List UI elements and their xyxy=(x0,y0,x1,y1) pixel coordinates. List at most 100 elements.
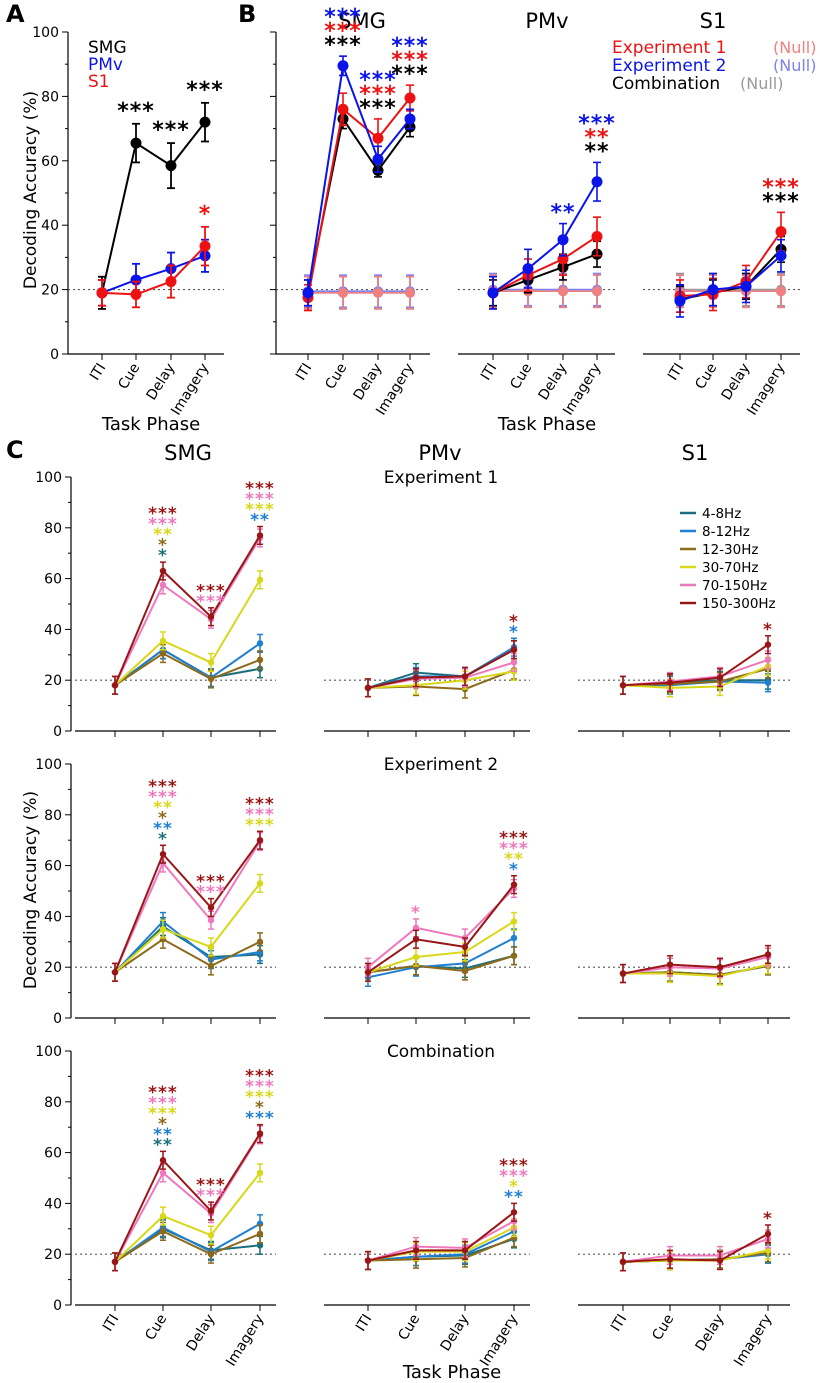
panel-b-s1-experiment-1-point xyxy=(775,226,787,238)
panel-c-combination-smg-30-70hz-line xyxy=(114,1172,261,1263)
panel-c-experiment-1-smg-imagery-significance: ** xyxy=(250,511,270,531)
panel-c-experiment-1-smg-y-tick-label: 40 xyxy=(44,622,62,638)
panel-b-smg-experiment-1-point xyxy=(404,92,416,104)
panel-c-experiment-2-smg-imagery-significance: *** xyxy=(245,805,275,825)
panel-b-s1-experiment-2-point xyxy=(707,284,719,296)
panel-c-experiment-1-smg-y-tick-label: 20 xyxy=(44,673,62,689)
panel-c-experiment-2-s1-70-150hz-line xyxy=(622,956,769,975)
panel-b-pmv-imagery-significance: ** xyxy=(584,139,609,164)
panel-c-experiment-2-smg-y-tick-label: 60 xyxy=(44,859,62,875)
legend-a-s1: S1 xyxy=(88,72,110,92)
panel-b-s1-experiment-2-point xyxy=(674,295,686,307)
panel-c-experiment-2-pmv-30-70hz-line xyxy=(367,920,515,974)
panel-c-experiment-2-smg-cue-significance: *** xyxy=(148,777,178,797)
panel-c-experiment-1-smg-delay-significance: *** xyxy=(196,581,226,601)
panel-c-experiment-1-smg-cue-significance: *** xyxy=(148,504,178,524)
panel-c-combination-pmv-150-300hz-line xyxy=(367,1211,515,1262)
panel-a-s1-significance: * xyxy=(199,202,212,227)
panel-c-combination-pmv-x-tick-label-delay: Delay xyxy=(438,1312,473,1355)
panel-c-combination-s1-150-300hz-line xyxy=(622,1233,769,1263)
panel-b-s1-x-tick-label-cue: Cue xyxy=(692,361,720,393)
panel-c-experiment-1-smg-12-30hz-point xyxy=(256,656,264,664)
panel-a-s1-point xyxy=(96,287,108,299)
panel-b-s1-experiment-2-line xyxy=(679,255,782,302)
panel-c-combination-pmv-x-tick-label-cue: Cue xyxy=(395,1312,423,1344)
panel-c-experiment-2-pmv-150-300hz-point xyxy=(364,969,372,976)
panel-b-smg-experiment-2-point xyxy=(372,153,384,165)
panel-c-experiment-1-s1-150-300hz-point xyxy=(764,641,772,648)
panel-c-experiment-1-smg-cue-significance: *** xyxy=(148,515,178,535)
y-axis-label-a: Decoding Accuracy (%) xyxy=(21,91,41,289)
panel-b-smg-experiment-1-point xyxy=(372,132,384,144)
panel-c-combination-smg-x-tick-label-iti: ITI xyxy=(100,1312,122,1335)
panel-c-experiment-2-pmv-150-300hz-point xyxy=(510,881,518,888)
panel-a-pmv-line xyxy=(101,254,206,294)
panel-b-smg-x-tick-label-iti: ITI xyxy=(293,361,315,384)
panel-c-combination-pmv-imagery-significance: ** xyxy=(504,1187,524,1207)
panel-c-combination-smg-30-70hz-point xyxy=(207,1231,215,1239)
panel-c-experiment-2-smg-y-tick-label: 100 xyxy=(35,757,62,773)
panel-c-combination-pmv-150-300hz-point xyxy=(364,1257,372,1264)
panel-c-experiment-1-smg-150-300hz-point xyxy=(159,567,167,575)
panel-c-combination-smg-y-tick-label: 0 xyxy=(53,1298,62,1314)
panel-b-pmv-x-tick-label-delay: Delay xyxy=(536,361,571,404)
panel-c-experiment-2-smg-150-300hz-point xyxy=(207,904,215,911)
panel-b-s1-experiment-2-point xyxy=(740,280,752,292)
panel-c-combination-smg-8-12hz-line xyxy=(114,1222,261,1263)
panel-c-experiment-1-smg-150-300hz-point xyxy=(256,532,264,539)
panel-c-experiment-1-smg-150-300hz-line xyxy=(114,534,261,686)
panel-b-pmv-experiment-1-point xyxy=(591,230,603,242)
panel-c-experiment-1-smg-150-300hz-point xyxy=(207,613,215,620)
panel-a-x-tick-label-delay: Delay xyxy=(144,361,179,404)
panel-c-combination-smg-30-70hz-point xyxy=(256,1169,264,1177)
panel-c-combination-smg-cue-significance: *** xyxy=(148,1083,178,1103)
panel-b-s1-experiment-1-line xyxy=(679,231,782,298)
row-title-c-exp2: Experiment 2 xyxy=(384,755,498,775)
panel-c-experiment-1-smg-8-12hz-line xyxy=(114,642,261,687)
panel-c-experiment-2-pmv-70-150hz-line xyxy=(367,887,515,968)
legend-b-exp2-null: (Null) xyxy=(773,56,816,75)
panel-c-combination-smg-imagery-significance: *** xyxy=(245,1109,275,1129)
panel-c-experiment-1-smg-12-30hz-line xyxy=(114,652,261,687)
panel-b-s1-imagery-significance: *** xyxy=(762,189,800,214)
panel-c-combination-smg-12-30hz-point xyxy=(256,1230,264,1238)
panel-c-combination-smg-150-300hz-point xyxy=(159,1157,167,1164)
panel-c-experiment-2-s1-150-300hz-line xyxy=(622,953,769,975)
panel-c-combination-smg-30-70hz-point xyxy=(159,1212,167,1220)
column-title-c-smg: SMG xyxy=(164,441,212,465)
panel-b-s1-x-tick-label-delay: Delay xyxy=(719,361,754,404)
panel-c-experiment-1-smg-70-150hz-line xyxy=(114,537,261,686)
panel-c-combination-smg-150-300hz-point xyxy=(207,1207,215,1215)
panel-b-pmv-experiment-2-point xyxy=(487,287,499,299)
panel-b-pmv-imagery-significance: ** xyxy=(584,125,609,150)
panel-b-smg-experiment-2-point xyxy=(337,60,349,72)
panel-c-experiment-2-smg-150-300hz-line xyxy=(114,839,261,973)
y-axis-label-c: Decoding Accuracy (%) xyxy=(21,791,41,989)
panel-a-smg-point xyxy=(130,137,142,149)
panel-c-experiment-2-smg-30-70hz-point xyxy=(159,925,167,933)
panel-c-experiment-1-pmv-imagery-significance: * xyxy=(509,622,519,642)
panel-c-experiment-2-smg-30-70hz-line xyxy=(114,882,261,974)
panel-c-experiment-1-smg-imagery-significance: *** xyxy=(245,500,275,520)
panel-a-x-tick-label-cue: Cue xyxy=(115,361,143,393)
panel-b-smg-delay-significance: *** xyxy=(359,96,397,121)
panel-c-combination-smg-cue-significance: * xyxy=(158,1114,168,1134)
panel-b-smg-imagery-significance: *** xyxy=(391,62,429,87)
panel-c-experiment-1-pmv-150-300hz-point xyxy=(461,673,469,680)
panel-c-combination-smg-12-30hz-point xyxy=(207,1251,215,1258)
panel-c-combination-s1-x-tick-label-iti: ITI xyxy=(608,1312,630,1335)
panel-label-a: A xyxy=(6,0,25,28)
panel-c-experiment-1-pmv-30-70hz-line xyxy=(367,670,515,689)
panel-b-smg-imagery-significance: *** xyxy=(391,34,429,59)
panel-b-smg-null-exp-1-point xyxy=(373,287,383,298)
column-title-c-pmv: PMv xyxy=(418,441,461,465)
panel-c-experiment-2-pmv-70-150hz-point xyxy=(412,924,420,932)
panel-c-combination-pmv-imagery-significance: *** xyxy=(499,1156,529,1176)
panel-c-experiment-2-smg-delay-significance: *** xyxy=(196,872,226,892)
panel-c-experiment-2-smg-cue-significance: * xyxy=(158,808,168,828)
panel-c-experiment-1-s1-150-300hz-point xyxy=(619,682,627,689)
panel-a-smg-significance: *** xyxy=(152,118,190,143)
panel-c-combination-s1-x-tick-label-imagery: Imagery xyxy=(731,1312,775,1370)
panel-c-experiment-2-smg-150-300hz-point xyxy=(256,837,264,844)
panel-c-experiment-1-smg-delay-significance: *** xyxy=(196,592,226,612)
